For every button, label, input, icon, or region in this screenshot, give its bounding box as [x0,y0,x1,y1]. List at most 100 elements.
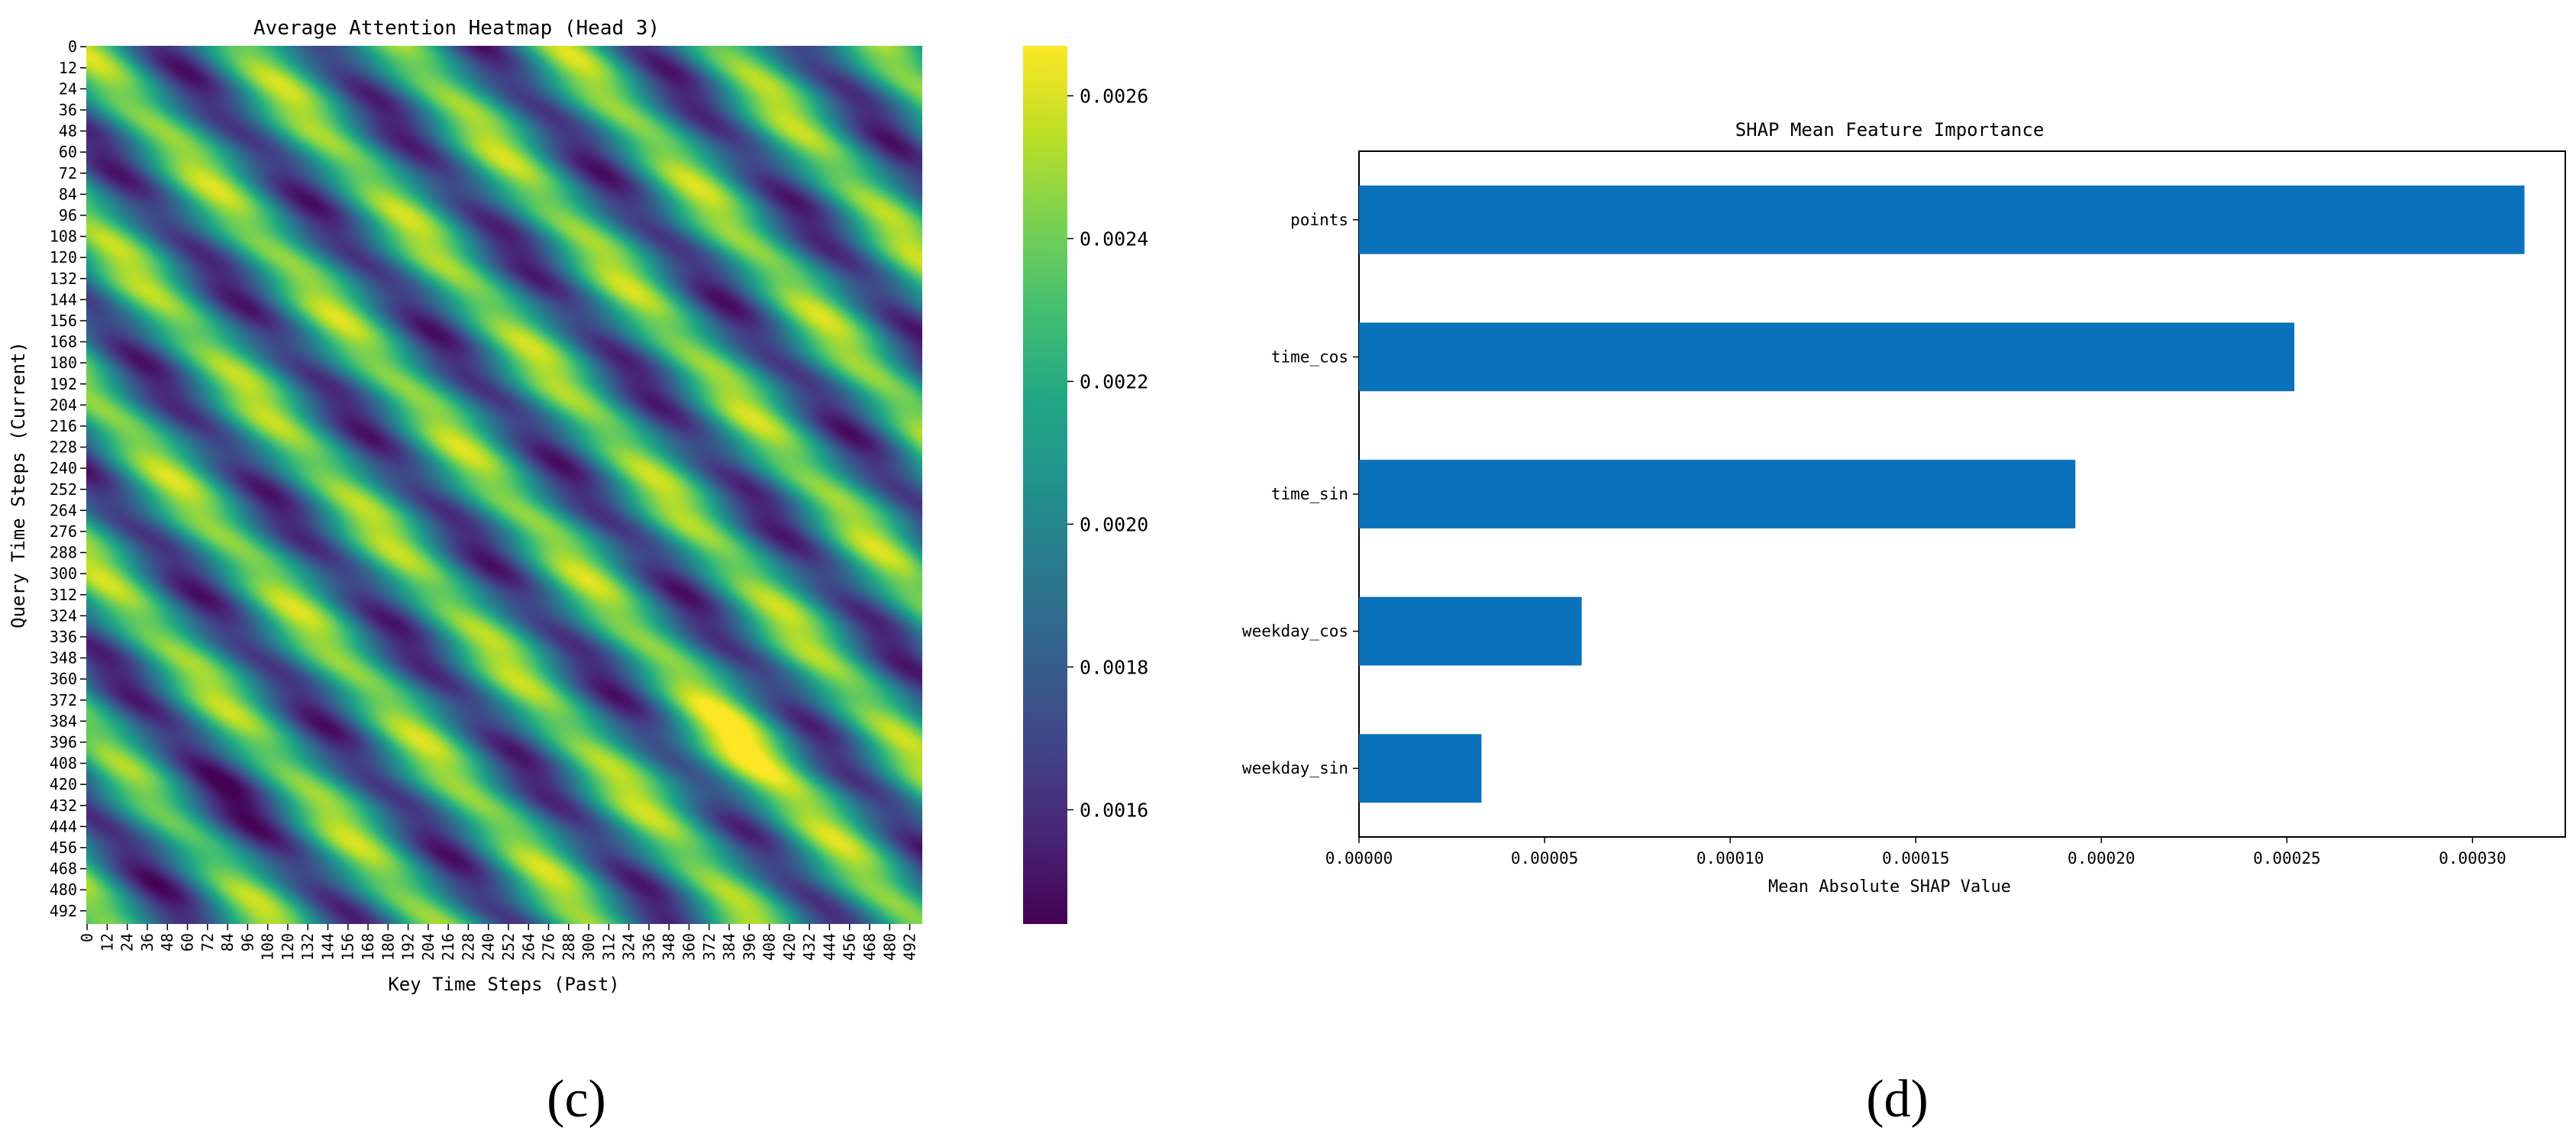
heatmap-y-tick-label: 324 [50,606,77,625]
heatmap-x-tick-label: 24 [118,933,137,952]
heatmap-y-tick-label: 72 [59,164,77,183]
heatmap-x-tick-label: 144 [318,933,337,961]
heatmap-x-tick-label: 348 [660,933,678,961]
heatmap-x-tick-label: 120 [279,933,297,961]
heatmap-x-tick-label: 276 [540,933,558,961]
heatmap-y-tick-label: 360 [50,670,77,688]
heatmap-y-tick-label: 168 [50,333,77,351]
heatmap-y-tick-label: 24 [59,79,77,98]
heatmap-x-tick-label: 168 [359,933,377,961]
colorbar: 0.0016 0.0018 0.0020 0.0022 0.0024 0.0026 [1023,46,1148,924]
heatmap-x-tick-label: 60 [178,933,196,952]
heatmap-y-tick-label: 300 [50,564,77,583]
heatmap-y-tick-label: 372 [50,691,77,709]
heatmap-y-tick-label: 0 [68,37,77,56]
heatmap-x-tick-label: 204 [419,933,437,961]
heatmap-x-tick-label: 72 [199,933,217,952]
colorbar-tick-label: 0.0016 [1080,799,1148,821]
heatmap-y-tick-label: 456 [50,838,77,857]
heatmap-y-tick-label: 264 [50,501,77,519]
heatmap-y-tick-label: 468 [50,860,77,878]
heatmap-y-tick-label: 216 [50,417,77,435]
heatmap-y-tick-label: 240 [50,459,77,477]
heatmap-x-tick-label: 48 [158,933,176,952]
bar-category-label: weekday_sin [1242,759,1348,777]
heatmap-y-tick-label: 132 [50,270,77,288]
bar-chart-panel: SHAP Mean Feature Importance points time_… [1242,119,2566,897]
heatmap-x-tick-label: 444 [820,933,838,961]
heatmap-x-tick-label: 312 [599,933,618,961]
bar-category-label: time_sin [1271,485,1348,503]
heatmap-x-tick-label: 156 [339,933,357,961]
colorbar-ticks: 0.0016 0.0018 0.0020 0.0022 0.0024 0.0026 [1067,85,1148,821]
bar-chart-x-axis: 0.00000 0.00005 0.00010 0.00015 0.00020 0.000… [1325,837,2507,868]
heatmap-y-tick-label: 396 [50,733,77,751]
heatmap-x-tick-label: 432 [800,933,818,961]
heatmap-x-tick-label: 384 [720,933,738,961]
heatmap-x-tick-label: 84 [218,933,237,952]
heatmap-title: Average Attention Heatmap (Head 3) [253,17,660,40]
heatmap-y-axis: 0 12 24 36 48 60 72 84 96 108 120 132 144 156 168 180 19… [50,37,86,920]
colorbar-tick-label: 0.0018 [1080,656,1148,678]
bar [1359,322,2295,392]
heatmap-x-tick-label: 96 [238,933,257,952]
heatmap-x-tick-label: 456 [841,933,859,961]
heatmap-y-tick-label: 288 [50,544,77,562]
bar-category-label: points [1290,211,1348,229]
bar-x-tick-label: 0.00010 [1696,849,1764,868]
bar-x-tick-label: 0.00025 [2253,849,2321,868]
heatmap-x-tick-label: 240 [479,933,498,961]
heatmap-x-tick-label: 360 [680,933,698,961]
heatmap-y-tick-label: 84 [59,185,77,203]
heatmap-y-tick-label: 192 [50,375,77,393]
heatmap-y-tick-label: 180 [50,354,77,372]
heatmap-canvas [86,46,922,924]
heatmap-x-tick-label: 324 [620,933,638,961]
heatmap-xlabel: Key Time Steps (Past) [388,974,619,995]
heatmap-y-tick-label: 96 [59,206,77,225]
heatmap-y-tick-label: 420 [50,775,77,793]
bar-chart-xlabel: Mean Absolute SHAP Value [1768,877,2011,897]
bar-x-tick-label: 0.00020 [2068,849,2135,868]
heatmap-y-tick-label: 480 [50,880,77,899]
colorbar-tick-label: 0.0026 [1080,85,1148,107]
heatmap-x-tick-label: 108 [259,933,277,961]
heatmap-x-tick-label: 264 [519,933,537,961]
bar-x-tick-label: 0.00005 [1511,849,1579,868]
heatmap-y-tick-label: 120 [50,248,77,267]
colorbar-tick-label: 0.0020 [1080,513,1148,535]
heatmap-x-tick-label: 180 [379,933,397,961]
panel-label-d: (d) [1866,1070,1929,1129]
bar-chart-y-axis: points time_cos time_sin weekday_cosweekday… [1242,211,1359,777]
bar-category-label: time_cos [1271,347,1348,366]
heatmap-x-tick-label: 216 [439,933,457,961]
heatmap-x-tick-label: 132 [299,933,317,961]
heatmap-plot-area [86,46,922,924]
heatmap-x-tick-label: 468 [860,933,879,961]
heatmap-y-tick-label: 432 [50,796,77,815]
heatmap-x-tick-label: 336 [640,933,658,961]
heatmap-x-tick-label: 0 [78,933,96,942]
heatmap-panel: Average Attention Heatmap (Head 3) 01224… [8,17,922,995]
heatmap-x-tick-label: 252 [499,933,518,961]
colorbar-tick-label: 0.0024 [1080,228,1148,250]
bars [1359,185,2525,803]
bar [1359,596,1582,666]
heatmap-y-tick-label: 48 [59,122,77,141]
heatmap-x-tick-label: 408 [760,933,779,961]
bar-x-tick-label: 0.00030 [2439,849,2507,868]
heatmap-y-tick-label: 108 [50,228,77,246]
bar-x-tick-label: 0.00000 [1325,849,1393,868]
heatmap-x-tick-label: 372 [700,933,718,961]
heatmap-y-tick-label: 60 [59,143,77,161]
heatmap-x-tick-label: 228 [459,933,477,961]
heatmap-y-tick-label: 228 [50,438,77,457]
heatmap-y-tick-label: 36 [59,101,77,119]
colorbar-tick-label: 0.0022 [1080,370,1148,393]
heatmap-x-tick-label: 396 [740,933,758,961]
heatmap-x-tick-label: 492 [901,933,919,961]
heatmap-y-tick-label: 156 [50,312,77,330]
bar-chart-title: SHAP Mean Feature Importance [1735,119,2045,141]
heatmap-x-tick-label: 192 [399,933,418,961]
